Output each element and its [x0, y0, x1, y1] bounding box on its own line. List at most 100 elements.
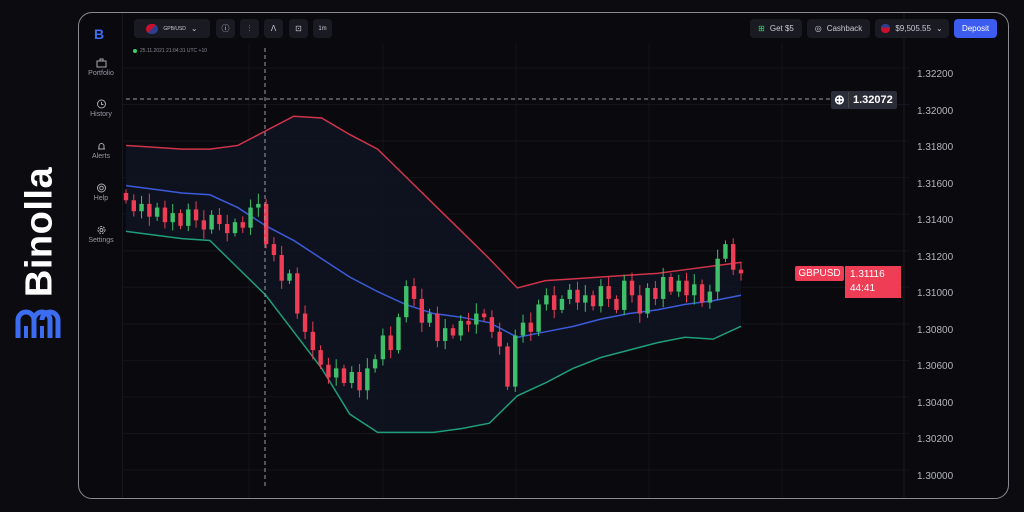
sidebar-item-label: Alerts — [92, 153, 110, 160]
uk-us-flag-icon — [146, 23, 159, 34]
candle-body — [575, 289, 580, 303]
drawing-button[interactable]: Λ — [264, 19, 283, 38]
candle-body — [442, 328, 448, 341]
datetime-readout: 25.11.2021 21:04:31 UTC +10 — [133, 48, 207, 54]
chevron-down-icon: ⌄ — [935, 24, 943, 33]
sidebar-item-help[interactable]: Help — [79, 183, 123, 202]
candle-body — [590, 295, 596, 307]
lifebuoy-icon — [96, 183, 106, 193]
candle-body — [357, 372, 362, 391]
y-tick-label: 1.30600 — [917, 361, 954, 373]
candle-body — [629, 280, 635, 296]
gift-icon: ⊞ — [758, 24, 765, 33]
candle-body — [201, 220, 207, 230]
datetime-text: 25.11.2021 21:04:31 UTC +10 — [140, 48, 208, 54]
us-flag-icon — [881, 24, 891, 33]
balance-selector[interactable]: $9,505.55 ⌄ — [875, 19, 949, 38]
y-tick-label: 1.30000 — [917, 471, 954, 482]
sidebar: B Portfolio History Alerts Help Settings — [79, 13, 123, 498]
current-price-tag: 1.31116 44:41 — [845, 266, 901, 298]
current-price: 1.31116 — [850, 269, 885, 280]
candle-body — [559, 298, 565, 310]
gear-icon — [97, 226, 105, 234]
candle-body — [707, 291, 713, 303]
y-tick-label: 1.32200 — [917, 69, 954, 80]
candle-body — [544, 295, 549, 305]
candle-body — [692, 284, 697, 296]
y-tick-label: 1.31000 — [917, 288, 954, 300]
candle-body — [536, 304, 541, 332]
brand-wordmark: Binolla — [18, 166, 61, 298]
info-button[interactable]: ⓘ — [216, 19, 235, 38]
candle-body — [333, 368, 339, 378]
candle-body — [170, 213, 175, 223]
binolla-logo-icon — [15, 309, 61, 338]
compass-icon: Λ — [270, 24, 277, 33]
candle-body — [427, 313, 432, 323]
candle-body — [435, 313, 440, 341]
candle-countdown: 44:41 — [850, 283, 876, 294]
y-tick-label: 1.30200 — [917, 434, 954, 446]
candle-body — [154, 207, 160, 217]
trading-panel: B Portfolio History Alerts Help Settings… — [78, 12, 1009, 499]
candle-body — [513, 335, 518, 387]
candle-body — [217, 214, 222, 225]
candle-body — [489, 317, 495, 332]
y-tick-label: 1.30400 — [917, 397, 954, 409]
candles-icon: ⫶ — [248, 23, 251, 33]
candle-body — [715, 258, 720, 292]
candle-body — [551, 295, 557, 310]
candle-body — [505, 346, 510, 387]
sidebar-item-portfolio[interactable]: Portfolio — [79, 58, 123, 77]
candle-body — [318, 350, 323, 365]
sidebar-item-settings[interactable]: Settings — [79, 225, 123, 244]
y-tick-label: 1.31400 — [917, 215, 954, 227]
coin-icon: ◎ — [814, 24, 822, 33]
candle-body — [248, 207, 253, 228]
candle-body — [193, 209, 199, 221]
sidebar-item-alerts[interactable]: Alerts — [79, 141, 123, 160]
candle-body — [302, 313, 308, 332]
candle-body — [225, 224, 230, 234]
candle-body — [162, 207, 168, 223]
candle-body — [614, 298, 619, 310]
info-icon: ⓘ — [221, 24, 230, 33]
pair-label: GPB/USD — [163, 25, 186, 32]
sidebar-item-label: Help — [93, 195, 109, 202]
chart-type-button[interactable]: ⊡ — [289, 19, 308, 38]
deposit-button[interactable]: Deposit — [954, 19, 997, 38]
timeframe-button[interactable]: 1m — [313, 19, 332, 38]
candle-body — [731, 244, 736, 270]
candle-body — [349, 372, 354, 383]
candle-body — [622, 280, 627, 310]
candle-body — [637, 295, 642, 314]
sidebar-item-history[interactable]: History — [79, 99, 123, 118]
price-chart[interactable] — [79, 13, 1009, 499]
candle-body — [123, 192, 129, 201]
candle-body — [295, 273, 300, 314]
candle-body — [458, 320, 463, 336]
pair-selector[interactable]: GPB/USD ⌄ — [134, 19, 210, 38]
candle-body — [699, 284, 705, 303]
candle-body — [388, 335, 393, 351]
sidebar-item-label: Settings — [88, 237, 114, 244]
candle-body — [411, 286, 417, 299]
candle-body — [723, 244, 728, 259]
sidebar-item-label: History — [90, 111, 112, 118]
add-alert-icon[interactable]: ⊕ — [831, 92, 849, 108]
crosshair-price: 1.32072 — [853, 94, 893, 106]
candle-body — [598, 286, 604, 307]
candle-body — [645, 287, 650, 314]
crosshair-price-label: ⊕ 1.32072 — [831, 91, 897, 109]
cashback-label: Cashback — [826, 24, 863, 33]
candle-body — [380, 335, 386, 360]
candle-body — [684, 280, 689, 296]
candle-body — [474, 313, 479, 325]
candle-body — [232, 222, 238, 234]
candle-body — [419, 298, 425, 323]
indicators-button[interactable]: ⫶ — [240, 19, 259, 38]
cashback-button[interactable]: ◎ Cashback — [807, 19, 870, 38]
candle-body — [131, 200, 136, 212]
candle-body — [404, 286, 409, 318]
get-bonus-button[interactable]: ⊞ Get $5 — [750, 19, 802, 38]
